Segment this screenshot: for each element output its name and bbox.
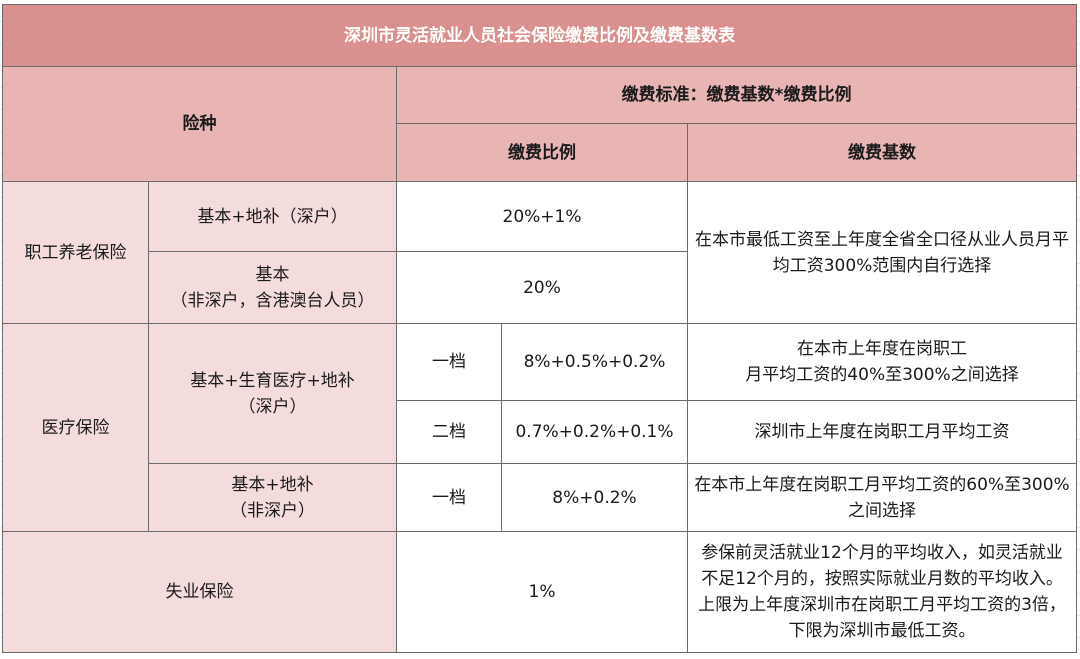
unemployment-ratio: 1% xyxy=(396,531,688,653)
header-row-2: 缴费比例 缴费基数 xyxy=(3,123,1078,182)
medical-name: 医疗保险 xyxy=(2,323,149,532)
insurance-table: 深圳市灵活就业人员社会保险缴费比例及缴费基数表 险种 缴费标准：缴费基数*缴费比… xyxy=(1,4,1078,653)
medical-group1-tier1-ratio: 8%+0.5%+0.2% xyxy=(501,323,688,401)
medical-group1-type: 基本+生育医疗+地补 （深户） xyxy=(148,323,397,464)
header-ratio: 缴费比例 xyxy=(396,123,688,182)
medical-row-2: 二档 0.7%+0.2%+0.1% 深圳市上年度在岗职工月平均工资 xyxy=(3,400,1078,464)
pension-base: 在本市最低工资至上年度全省全口径从业人员月平均工资300%范围内自行选择 xyxy=(686,181,1078,324)
header-base: 缴费基数 xyxy=(686,123,1078,182)
medical-group1-tier2-base: 深圳市上年度在岗职工月平均工资 xyxy=(686,400,1078,464)
unemployment-base: 参保前灵活就业12个月的平均收入，如灵活就业不足12个月的，按照实际就业月数的平… xyxy=(686,531,1078,653)
table-title: 深圳市灵活就业人员社会保险缴费比例及缴费基数表 xyxy=(1,4,1078,67)
unemployment-row: 失业保险 1% 参保前灵活就业12个月的平均收入，如灵活就业不足12个月的，按照… xyxy=(2,531,1078,653)
medical-row-3: 基本+地补 （非深户） 一档 8%+0.2% 在本市上年度在岗职工月平均工资的6… xyxy=(3,463,1078,532)
medical-group1-tier1: 一档 xyxy=(396,323,502,401)
pension-name: 职工养老保险 xyxy=(2,181,149,324)
medical-group2-ratio: 8%+0.2% xyxy=(501,463,688,532)
header-row-1: 险种 缴费标准：缴费基数*缴费比例 xyxy=(2,66,1078,182)
pension-row-1: 职工养老保险 基本+地补（深户） 20%+1% 在本市最低工资至上年度全省全口径… xyxy=(2,181,1078,324)
pension-row2-type: 基本 （非深户，含港澳台人员） xyxy=(148,251,397,324)
pension-row1-ratio: 20%+1% xyxy=(396,181,688,252)
medical-group1-tier2-ratio: 0.7%+0.2%+0.1% xyxy=(501,400,688,464)
medical-group1-tier2: 二档 xyxy=(396,400,502,464)
header-standard: 缴费标准：缴费基数*缴费比例 xyxy=(395,66,1078,124)
unemployment-name: 失业保险 xyxy=(2,531,397,653)
medical-row-1: 医疗保险 基本+生育医疗+地补 （深户） 一档 8%+0.5%+0.2% 在本市… xyxy=(2,323,1078,532)
medical-group2-type: 基本+地补 （非深户） xyxy=(148,463,397,532)
title-row: 深圳市灵活就业人员社会保险缴费比例及缴费基数表 xyxy=(1,4,1078,67)
pension-row-2: 基本 （非深户，含港澳台人员） 20% xyxy=(3,251,1077,324)
pension-row1-type: 基本+地补（深户） xyxy=(148,181,397,252)
medical-group1-tier1-base: 在本市上年度在岗职工 月平均工资的40%至300%之间选择 xyxy=(686,323,1078,401)
medical-group2-base: 在本市上年度在岗职工月平均工资的60%至300%之间选择 xyxy=(686,463,1078,532)
header-insurance-type: 险种 xyxy=(2,66,397,182)
pension-row2-ratio: 20% xyxy=(396,251,688,324)
medical-group2-tier: 一档 xyxy=(396,463,502,532)
